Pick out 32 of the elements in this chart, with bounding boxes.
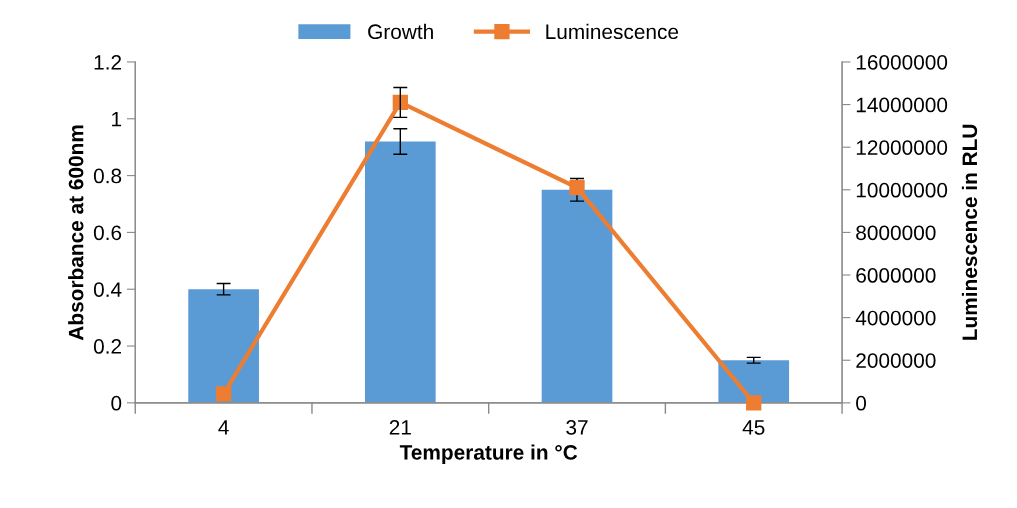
point [746, 395, 762, 411]
y2-axis-title: Luminescence in RLU [961, 124, 978, 340]
y2-tick-label: 12000000 [856, 140, 948, 155]
y-tick-label: 1.2 [94, 54, 122, 70]
x-tick-label: 45 [742, 420, 765, 435]
y-tick-label: 0.4 [93, 282, 122, 297]
bar [541, 189, 613, 403]
y2-tick-label: 6000000 [856, 268, 936, 283]
y-tick-label: 0 [111, 395, 122, 411]
x-tick-label: 21 [389, 420, 411, 435]
y-tick-label: 0.2 [93, 339, 122, 354]
x-tick-label: 37 [566, 420, 588, 435]
y-tick-label: 0.6 [93, 225, 122, 241]
y2-tick-label: 4000000 [855, 310, 936, 326]
y2-tick-label: 2000000 [856, 353, 936, 368]
bar [364, 141, 436, 403]
x-axis-title: Temperature in °C [399, 444, 578, 464]
y-tick-label: 1 [112, 112, 122, 127]
point [392, 94, 408, 111]
y-axis-title: Absorbance at 600nm [68, 125, 84, 341]
y2-tick-label: 10000000 [856, 182, 948, 198]
bar [188, 289, 259, 403]
x-tick-label: 4 [218, 420, 229, 435]
point [569, 180, 585, 196]
y2-tick-label: 0 [856, 395, 867, 411]
legend-label: Luminescence [546, 23, 679, 40]
y2-tick-label: 8000000 [856, 225, 936, 241]
point [215, 386, 232, 402]
legend-label: Growth [368, 23, 433, 40]
y-tick-label: 0.8 [93, 168, 122, 184]
y2-tick-label: 16000000 [856, 54, 948, 70]
y2-tick-label: 14000000 [856, 97, 948, 113]
